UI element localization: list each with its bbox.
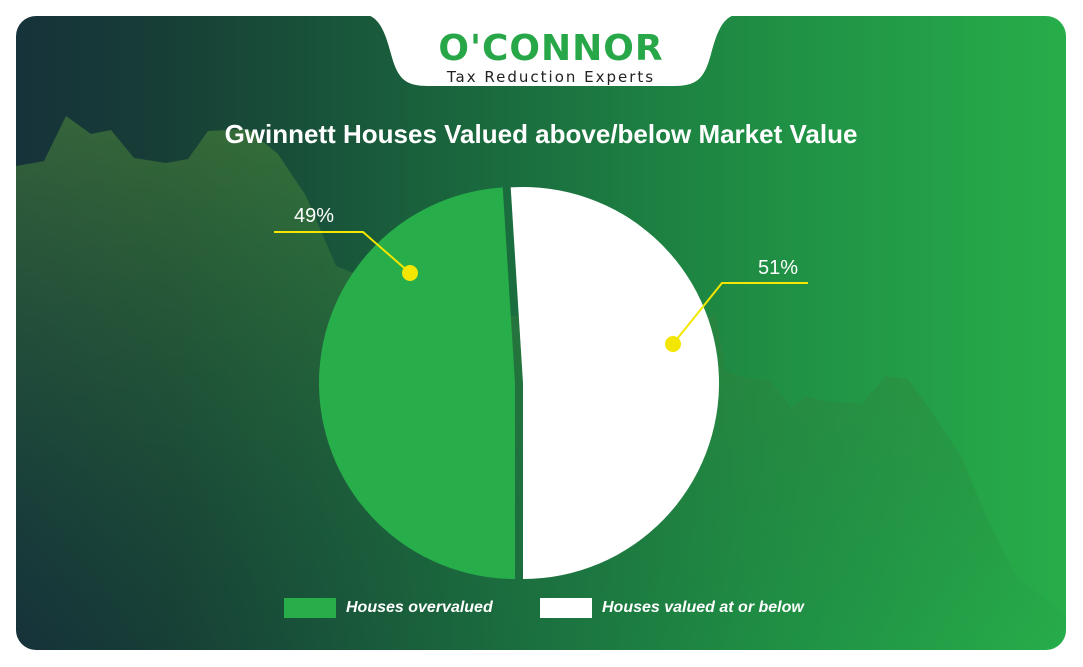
legend-item-at-or-below: Houses valued at or below (540, 598, 804, 618)
callout-line-at-or-below (672, 282, 808, 345)
legend-item-overvalued: Houses overvalued (284, 598, 493, 618)
legend-swatch-at-or-below (540, 598, 592, 618)
data-label-overvalued: 49% (294, 205, 334, 227)
legend-swatch-overvalued (284, 598, 336, 618)
legend-label-overvalued: Houses overvalued (346, 599, 493, 616)
chart-legend: Houses overvalued Houses valued at or be… (16, 598, 1066, 620)
logo-wordmark: O'CONNOR (438, 28, 664, 69)
logo-tab-shape (369, 16, 733, 86)
chart-card: O'CONNOR Tax Reduction Experts Gwinnett … (16, 16, 1066, 650)
callout-dot-at-or-below (665, 336, 681, 352)
pie-chart: 49% 51% (274, 186, 808, 579)
logo-tagline: Tax Reduction Experts (446, 68, 656, 86)
callout-dot-overvalued (402, 265, 418, 281)
pie-slice-at-or-below (510, 186, 720, 579)
logo-tab: O'CONNOR Tax Reduction Experts (361, 16, 741, 100)
chart-title: Gwinnett Houses Valued above/below Marke… (224, 119, 858, 149)
legend-label-at-or-below: Houses valued at or below (602, 599, 804, 616)
callout-line-overvalued (274, 231, 411, 274)
pie-slice-overvalued (319, 187, 515, 579)
data-label-at-or-below: 51% (758, 257, 798, 279)
